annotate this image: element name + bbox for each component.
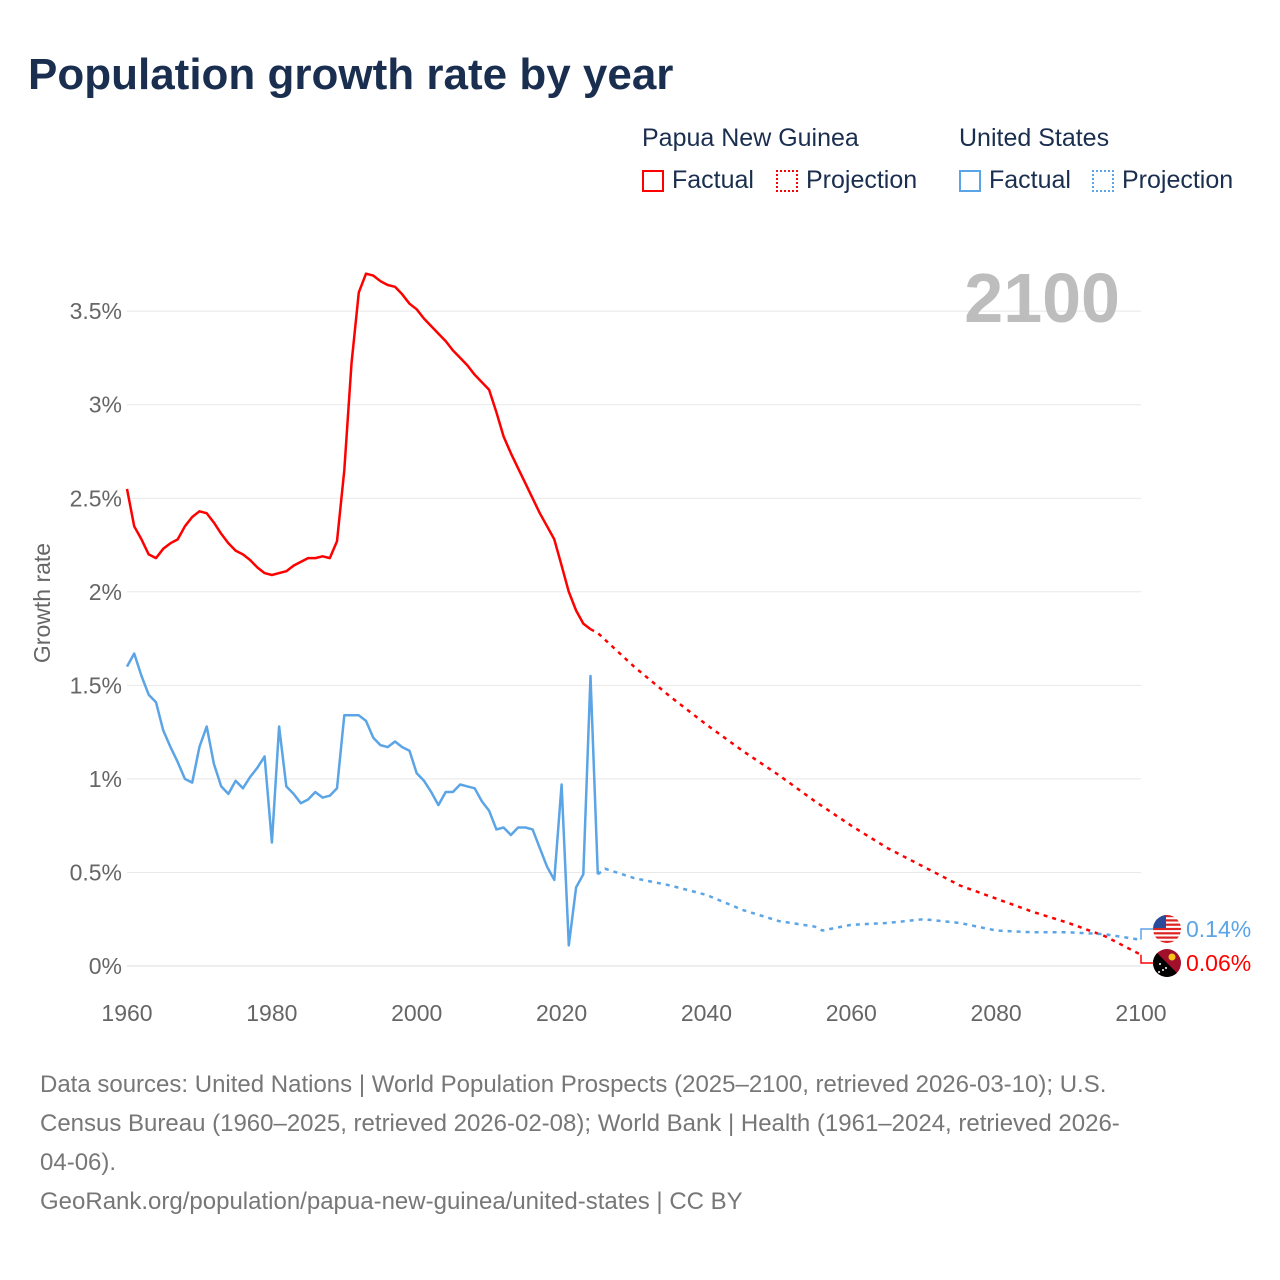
x-tick-label: 2100	[1115, 1000, 1166, 1026]
png-label-connector	[1140, 954, 1153, 964]
legend-label: Factual	[672, 166, 754, 194]
x-tick-label: 1980	[246, 1000, 297, 1026]
x-tick-label: 1960	[101, 1000, 152, 1026]
footer-sources-1: Data sources: United Nations | World Pop…	[40, 1071, 1107, 1098]
legend-swatch-solid	[959, 169, 981, 192]
us-factual-line	[125, 652, 600, 947]
y-tick-label: 2.5%	[70, 485, 122, 511]
y-axis-label: Growth rate	[29, 543, 55, 663]
legend-png-factual[interactable]: Factual	[642, 166, 754, 195]
legend-us-factual[interactable]: Factual	[959, 166, 1071, 195]
legend-swatch-dotted	[1092, 169, 1114, 192]
us-label-connector	[1140, 928, 1153, 940]
us-projection-line	[597, 867, 1142, 942]
legend-label: Projection	[1122, 166, 1234, 194]
legend-us-projection[interactable]: Projection	[1092, 166, 1233, 195]
legend-header-us: United States	[959, 124, 1110, 152]
x-tick-label: 2020	[536, 1000, 587, 1026]
png-projection-line	[589, 628, 1142, 956]
png-flag-icon	[1153, 949, 1181, 977]
x-tick-label: 2040	[681, 1000, 732, 1026]
y-tick-label: 3.5%	[70, 298, 122, 324]
x-tick-label: 2080	[971, 1000, 1022, 1026]
legend-header-png: Papua New Guinea	[642, 124, 859, 152]
y-tick-label: 1.5%	[70, 672, 122, 698]
x-tick-label: 2060	[826, 1000, 877, 1026]
y-tick-label: 0.5%	[70, 859, 122, 885]
y-tick-label: 3%	[89, 392, 122, 418]
us-flag-icon	[1153, 915, 1181, 943]
y-tick-label: 2%	[89, 579, 122, 605]
legend-label: Factual	[989, 166, 1071, 194]
legend-swatch-solid	[642, 169, 664, 192]
legend-label: Projection	[806, 166, 918, 194]
png-end-value: 0.06%	[1186, 950, 1251, 976]
footer-sources-2: Census Bureau (1960–2025, retrieved 2026…	[40, 1110, 1120, 1137]
png-factual-line	[125, 272, 592, 631]
y-tick-label: 1%	[89, 766, 122, 792]
legend-swatch-dotted	[776, 169, 798, 192]
legend-png-projection[interactable]: Projection	[776, 166, 917, 195]
footer-url[interactable]: GeoRank.org/population/papua-new-guinea/…	[40, 1188, 743, 1215]
year-watermark: 2100	[964, 259, 1120, 337]
us-end-value: 0.14%	[1186, 916, 1251, 942]
chart-title: Population growth rate by year	[28, 50, 674, 99]
y-tick-label: 0%	[89, 953, 122, 979]
footer-sources-3: 04-06).	[40, 1149, 117, 1176]
x-tick-label: 2000	[391, 1000, 442, 1026]
